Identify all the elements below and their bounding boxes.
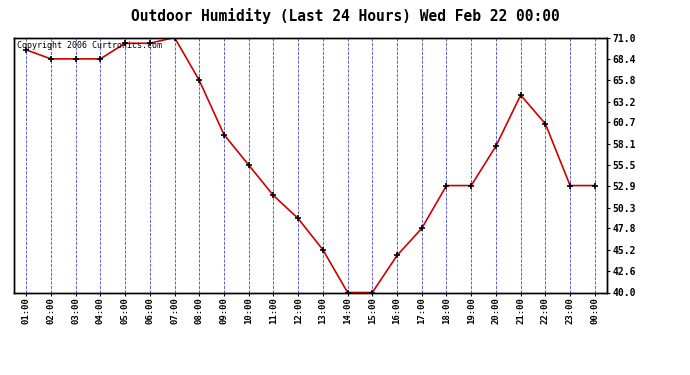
Text: Copyright 2006 Curtronics.com: Copyright 2006 Curtronics.com <box>17 41 161 50</box>
Text: Outdoor Humidity (Last 24 Hours) Wed Feb 22 00:00: Outdoor Humidity (Last 24 Hours) Wed Feb… <box>130 8 560 24</box>
